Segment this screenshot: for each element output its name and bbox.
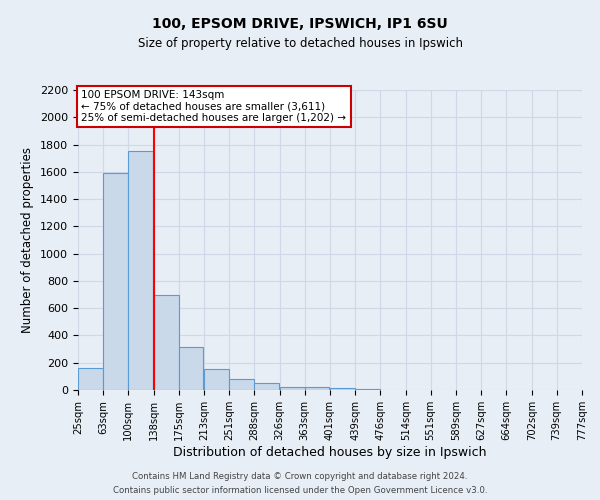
Bar [280,386,305,390]
Bar [305,388,329,390]
X-axis label: Distribution of detached houses by size in Ipswich: Distribution of detached houses by size … [173,446,487,458]
Bar [103,173,128,390]
Bar [330,388,355,390]
Text: 100, EPSOM DRIVE, IPSWICH, IP1 6SU: 100, EPSOM DRIVE, IPSWICH, IP1 6SU [152,18,448,32]
Bar [229,379,254,390]
Text: Size of property relative to detached houses in Ipswich: Size of property relative to detached ho… [137,38,463,51]
Bar [154,294,179,390]
Bar [355,388,380,390]
Bar [128,152,153,390]
Bar [254,383,279,390]
Y-axis label: Number of detached properties: Number of detached properties [22,147,34,333]
Text: Contains public sector information licensed under the Open Government Licence v3: Contains public sector information licen… [113,486,487,495]
Text: Contains HM Land Registry data © Crown copyright and database right 2024.: Contains HM Land Registry data © Crown c… [132,472,468,481]
Text: 100 EPSOM DRIVE: 143sqm
← 75% of detached houses are smaller (3,611)
25% of semi: 100 EPSOM DRIVE: 143sqm ← 75% of detache… [82,90,346,123]
Bar [179,347,203,390]
Bar [78,368,103,390]
Bar [204,369,229,390]
